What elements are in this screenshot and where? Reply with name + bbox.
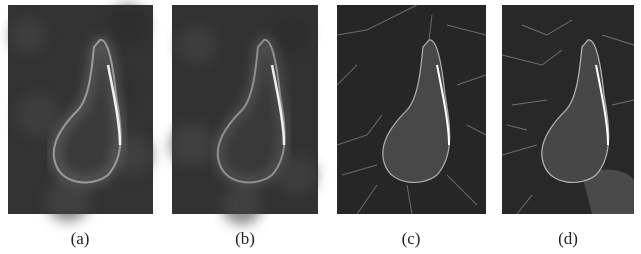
panel-d-image (502, 5, 634, 214)
figure: (a) (b) (c) (d) (0, 0, 641, 254)
caption: (d) (558, 229, 578, 248)
panel-b-image (170, 5, 318, 225)
panel-a-image (8, 5, 153, 222)
caption: (a) (71, 229, 90, 248)
page: (a) (b) (c) (d) (() => { const data = JS… (0, 0, 641, 254)
panel-c-image (337, 5, 486, 214)
caption: (c) (402, 229, 421, 248)
caption: (b) (235, 229, 255, 248)
